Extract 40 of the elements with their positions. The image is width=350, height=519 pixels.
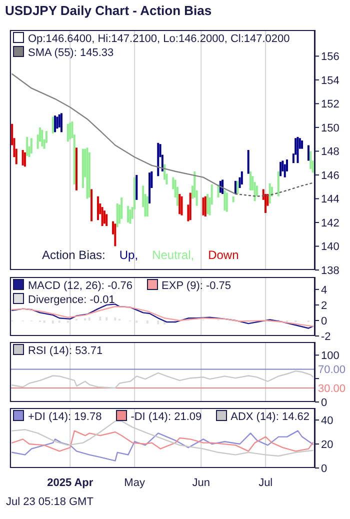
legend-label: EXP (9): -0.75 bbox=[162, 280, 232, 292]
text: Up, bbox=[119, 248, 138, 262]
y-tick-label: -2 bbox=[321, 330, 331, 343]
legend-label: -DI (14): 21.09 bbox=[130, 411, 202, 423]
y-tick-label: 138 bbox=[321, 264, 340, 277]
y-tick-label: 4 bbox=[321, 284, 328, 296]
annotation: SMA (55): 145.33 bbox=[28, 47, 114, 59]
y-tick-label: 148 bbox=[321, 146, 340, 158]
y-tick-label: 2 bbox=[321, 300, 328, 312]
text: Neutral, bbox=[152, 248, 194, 262]
annotation: Op:146.6400, Hi:147.2100, Lo:146.2000, Cl:147.0200 bbox=[28, 33, 290, 45]
y-tick-label: 152 bbox=[321, 98, 340, 111]
y-tick-label: 146 bbox=[321, 170, 340, 182]
x-tick-label: Jun bbox=[192, 477, 210, 489]
y-tick-label: 150 bbox=[321, 122, 340, 134]
chart-title: USDJPY Daily Chart - Action Bias bbox=[5, 3, 212, 18]
y-tick-label: 0 bbox=[321, 462, 328, 475]
ref-line-label: 70.00 bbox=[318, 364, 346, 376]
text: Down bbox=[208, 248, 239, 262]
y-tick-label: 142 bbox=[321, 217, 340, 230]
x-tick-label: May bbox=[124, 477, 146, 489]
y-tick-label: 20 bbox=[321, 438, 334, 451]
y-tick-label: 0 bbox=[321, 315, 328, 328]
x-tick-label: 2025 Apr bbox=[47, 477, 94, 489]
x-tick-label: Jul bbox=[258, 477, 273, 489]
text: Jul 23 05:18 GMT bbox=[6, 496, 94, 508]
legend-label: RSI (14): 53.71 bbox=[28, 345, 103, 357]
y-tick-label: 140 bbox=[321, 241, 340, 254]
legend-label: ADX (14): 14.62 bbox=[230, 411, 310, 423]
legend-label: Divergence: -0.01 bbox=[28, 294, 115, 306]
ref-line-label: 30.00 bbox=[318, 382, 346, 395]
y-tick-label: 154 bbox=[321, 74, 340, 87]
legend-label: MACD (12, 26): -0.76 bbox=[28, 280, 133, 292]
y-tick-label: 100 bbox=[321, 350, 340, 362]
y-tick-label: 144 bbox=[321, 194, 340, 206]
y-tick-label: 40 bbox=[321, 414, 334, 427]
y-tick-label: 156 bbox=[321, 51, 340, 64]
y-tick-label: 0 bbox=[321, 396, 328, 409]
legend-title: Action Bias: bbox=[42, 248, 106, 262]
legend-label: +DI (14): 19.78 bbox=[28, 411, 102, 423]
